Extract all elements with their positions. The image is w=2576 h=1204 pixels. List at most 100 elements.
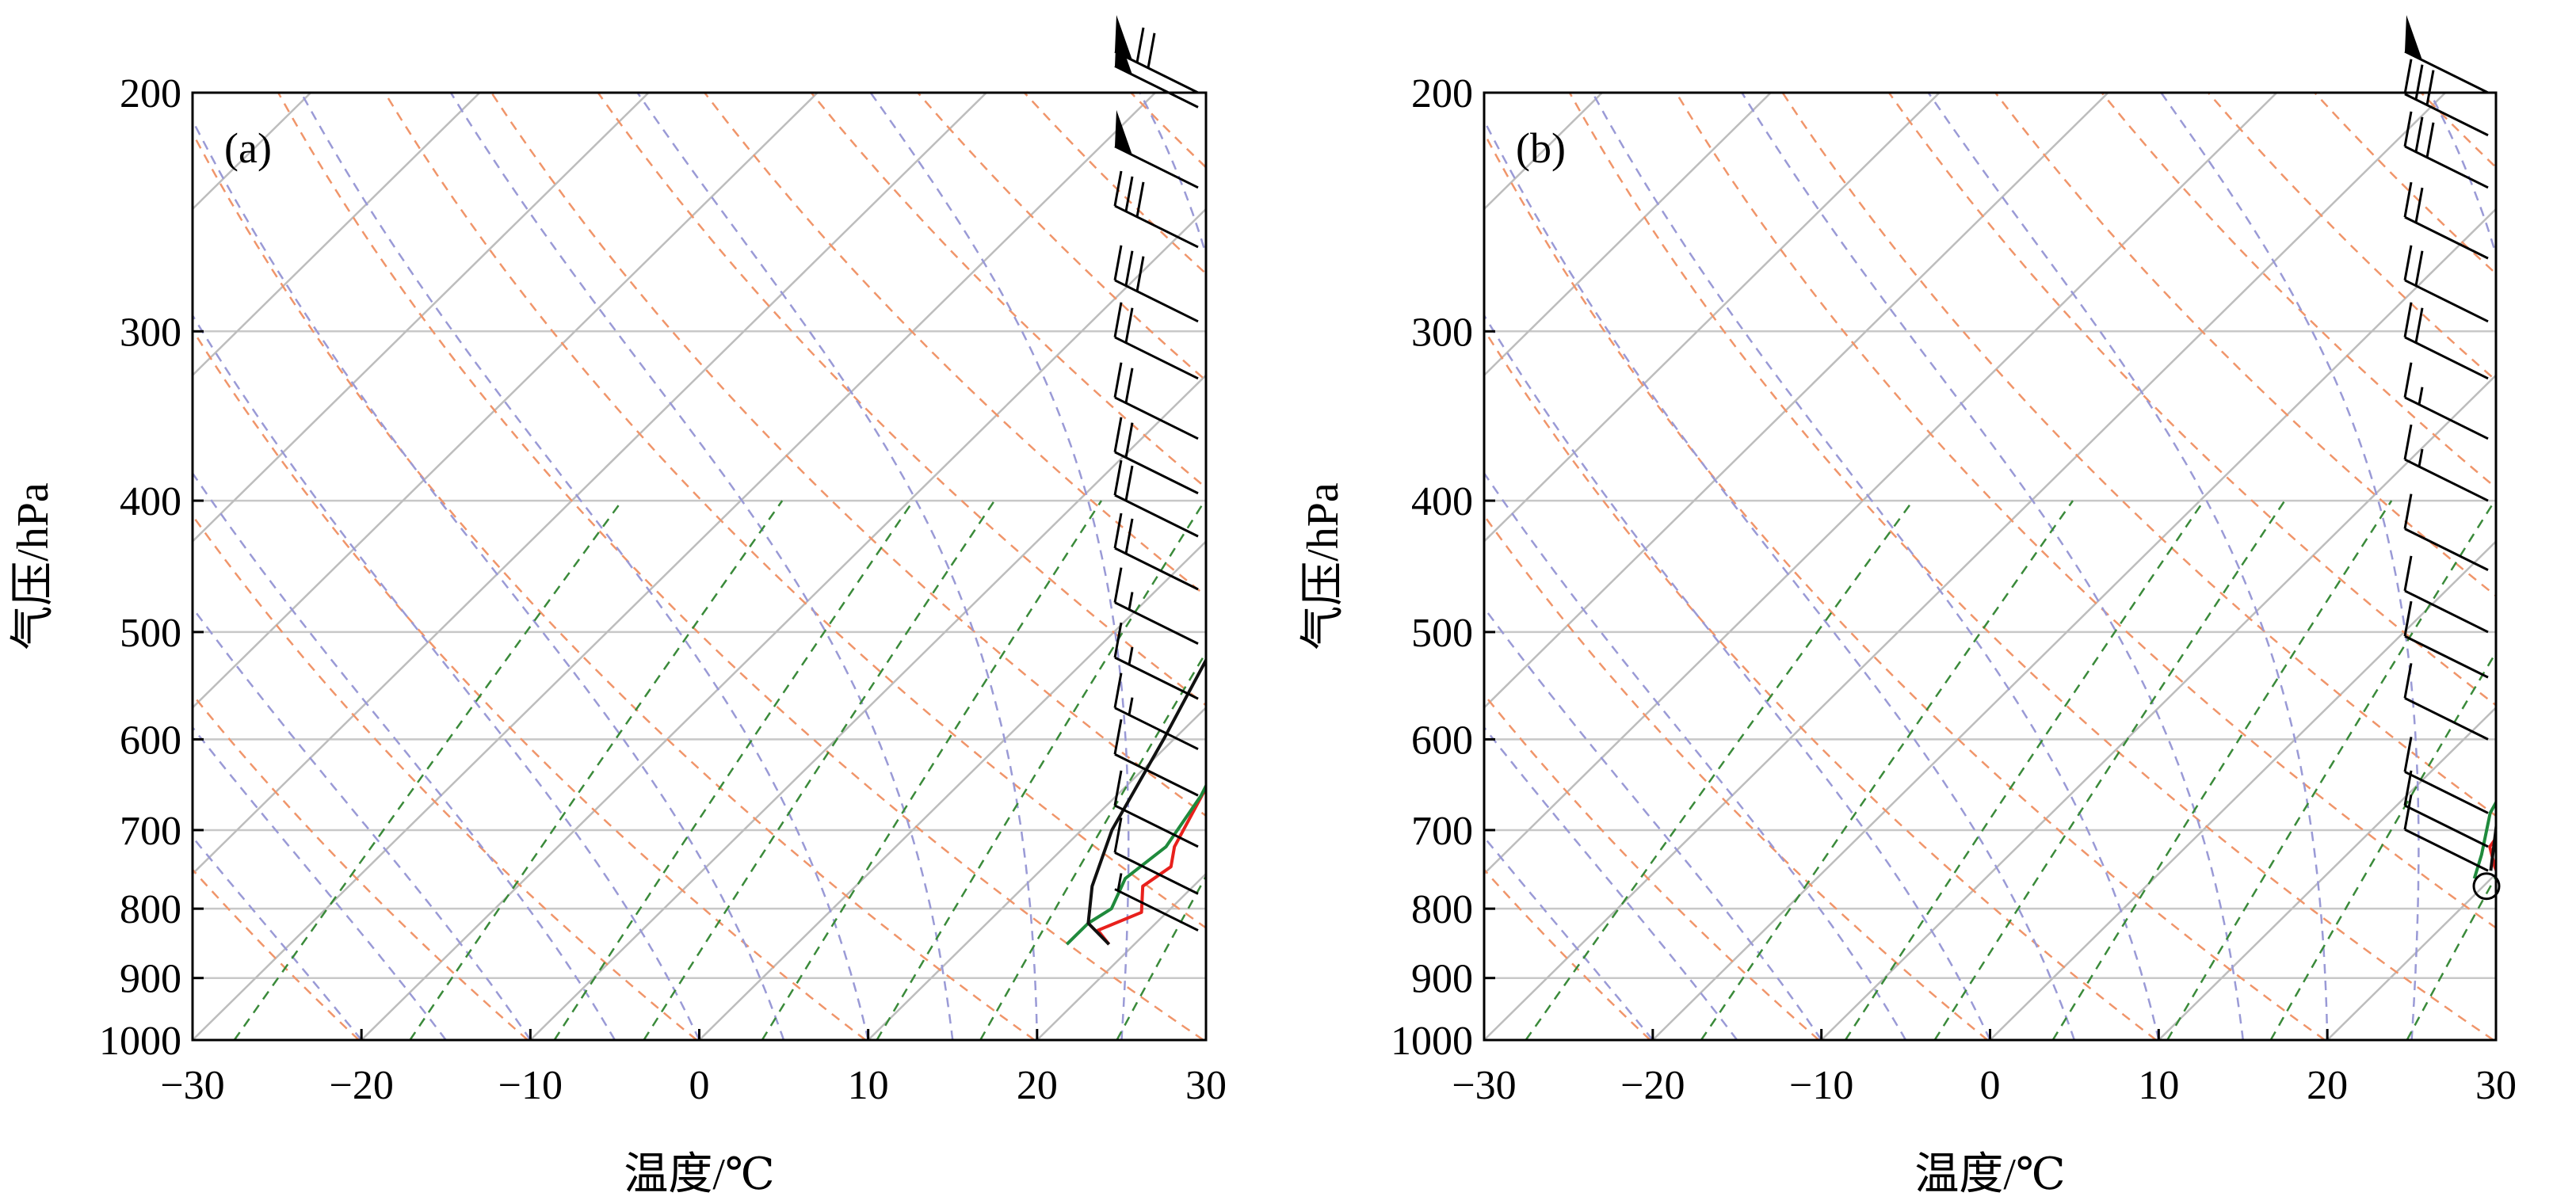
wind-barb-feather	[1135, 181, 1145, 218]
isotherm-line	[193, 93, 1156, 1040]
moist-adiabat	[193, 313, 700, 1040]
dry-adiabat	[1558, 93, 2576, 1040]
moist-adiabat	[193, 118, 785, 1040]
parcel-profile	[2489, 816, 2496, 871]
dry-adiabat	[1484, 328, 2157, 1040]
y-axis-label: 气压/hPa	[9, 482, 58, 650]
x-tick-label: 20	[1017, 1063, 1058, 1108]
isotherm-line	[2326, 872, 2496, 1040]
x-tick-label: 0	[1980, 1063, 2001, 1108]
dry-adiabat	[810, 93, 1206, 490]
wind-barb-feather	[2403, 302, 2413, 338]
dry-adiabat	[1781, 93, 2496, 817]
dry-adiabat	[2314, 93, 2496, 276]
wind-barb	[1113, 718, 1199, 797]
wind-barb-feather	[1113, 245, 1123, 281]
wind-barb	[1114, 873, 1199, 932]
y-tick-label: 700	[120, 809, 181, 854]
dry-adiabat	[1484, 513, 1989, 1040]
wind-barb-shaft	[2404, 634, 2489, 679]
wind-barb-feather	[2403, 245, 2413, 281]
isotherm-line	[303, 93, 1265, 1040]
wind-barb-feather	[1135, 256, 1145, 291]
wind-barb-feather	[1113, 512, 1123, 549]
wind-barb	[2403, 600, 2489, 679]
wind-barb-shaft	[2404, 458, 2489, 502]
isotherm-line	[1484, 93, 2109, 710]
dry-adiabat	[917, 93, 1206, 382]
mixing-ratio-line	[1700, 500, 2074, 1040]
isotherm-line	[193, 93, 987, 875]
y-tick-label: 1000	[1391, 1019, 1473, 1064]
y-tick-label: 300	[1411, 310, 1473, 355]
wind-barb-shaft	[2404, 396, 2489, 440]
wind-barb-half	[2418, 448, 2424, 467]
isotherm-line	[193, 93, 481, 377]
moist-adiabat	[193, 606, 532, 1040]
wind-barb-feather	[1113, 817, 1123, 853]
isotherm-line	[1036, 872, 1206, 1040]
wind-barb	[1113, 622, 1199, 700]
dry-adiabat	[2528, 93, 2576, 1040]
y-tick-label: 400	[1411, 479, 1473, 524]
moist-adiabat	[1484, 606, 1822, 1040]
wind-barb	[2403, 794, 2489, 872]
wind-barb-feather	[1113, 770, 1123, 806]
skewt-panel-a: −30 −20 −10 0 10 20 30200300400500600700800900…	[9, 15, 2576, 1199]
moist-adiabat	[300, 93, 869, 1040]
y-tick-label: 700	[1411, 809, 1473, 854]
wind-barb	[1114, 15, 1199, 94]
isotherm-line	[1375, 93, 2337, 1040]
plot-frame	[1483, 91, 2498, 1042]
wind-barb	[2403, 555, 2489, 634]
wind-barb-shaft	[1114, 279, 1199, 323]
moist-adiabat	[1484, 835, 1654, 1040]
dry-adiabat	[2420, 93, 2496, 170]
wind-barb-half	[1116, 873, 1123, 891]
wind-barb	[2403, 737, 2489, 814]
plot-area	[135, 93, 2576, 1040]
wind-barb-shaft	[1114, 145, 1199, 189]
mixing-ratio-line	[233, 500, 624, 1040]
moist-adiabat	[1375, 93, 1588, 1040]
wind-barb-shaft	[1114, 656, 1199, 700]
isotherm-line	[2158, 706, 2496, 1040]
wind-barb-feather	[1113, 622, 1123, 658]
y-tick-label: 800	[1411, 887, 1473, 932]
dry-adiabat	[193, 131, 1036, 1040]
wind-barb-shaft	[2404, 528, 2489, 571]
dry-adiabat	[704, 93, 1206, 597]
wind-barb	[1114, 109, 1199, 189]
moist-adiabat	[1591, 93, 2160, 1040]
wind-barb-feather	[2425, 70, 2435, 105]
moist-adiabat	[1460, 93, 1742, 1040]
wind-barb-shaft	[2404, 771, 2489, 814]
dry-adiabat	[193, 513, 698, 1040]
dry-adiabat	[490, 93, 1206, 817]
wind-barb	[1113, 459, 1199, 538]
wind-barb-shaft	[2404, 93, 2489, 137]
mixing-ratio-line	[2269, 650, 2496, 1040]
moist-adiabat	[1139, 93, 1206, 1040]
y-axis-label: 气压/hPa	[1299, 482, 1348, 650]
isotherm-line	[1484, 93, 2278, 875]
x-tick-label: −10	[1789, 1063, 1853, 1108]
wind-barb-feather	[1124, 465, 1134, 501]
wind-barb-shaft	[2404, 336, 2489, 380]
wind-barb-half	[1128, 697, 1134, 715]
plot-area	[193, 93, 2576, 1040]
temperature-profile	[1096, 784, 1206, 946]
wind-barb-feather	[1113, 362, 1123, 398]
wind-barb	[2403, 245, 2489, 323]
wind-barb-feather	[1124, 176, 1134, 212]
isotherm-line	[472, 93, 1433, 1040]
wind-barb	[2403, 111, 2489, 189]
wind-barb	[1113, 170, 1199, 249]
wind-barb	[1113, 245, 1199, 323]
wind-barb-pennant	[1115, 109, 1132, 155]
wind-barb	[2403, 770, 2489, 848]
y-tick-label: 1000	[99, 1019, 181, 1064]
isotherm-line	[135, 93, 1096, 1040]
mixing-ratio-line	[2406, 874, 2496, 1040]
